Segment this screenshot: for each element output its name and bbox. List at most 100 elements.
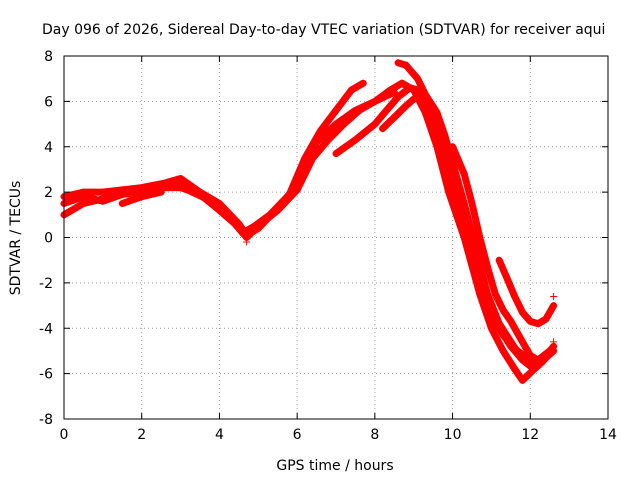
data-point: [421, 94, 429, 102]
data-point: [340, 120, 348, 128]
data-point: [511, 292, 519, 300]
data-point: [384, 119, 392, 127]
data-point: [293, 186, 301, 194]
data-point: [379, 125, 387, 133]
x-tick-label: 14: [599, 427, 617, 443]
data-point: [425, 97, 433, 105]
data-point: [309, 154, 317, 162]
data-point: [526, 351, 534, 359]
data-point: [414, 93, 422, 101]
data-point: [157, 188, 165, 196]
data-point: [414, 75, 422, 83]
data-point: [437, 129, 445, 137]
y-axis-label: SDTVAR / TECUs: [8, 181, 24, 296]
data-point: [460, 170, 468, 178]
y-axis: -8 -6 -4 -2 0 2 4 6 8: [39, 49, 608, 428]
data-point: [445, 188, 453, 196]
data-point: [316, 127, 324, 135]
data-point: [99, 197, 107, 205]
data-point: [456, 161, 464, 169]
data-point: [89, 195, 97, 203]
data-point: [487, 311, 495, 319]
data-point: [550, 302, 558, 310]
data-point: [301, 170, 309, 178]
data-point: [274, 206, 282, 214]
data-point: [316, 145, 324, 153]
data-point: [417, 83, 425, 91]
data-point: [324, 117, 332, 125]
data-point: [550, 338, 558, 346]
data-point: [348, 113, 356, 121]
data-point: [248, 228, 256, 236]
data-point: [324, 136, 332, 144]
data-point: [196, 190, 204, 198]
data-point: [472, 216, 480, 224]
data-point: [468, 199, 476, 207]
data-point: [519, 376, 527, 384]
data-point: [511, 365, 519, 373]
data-point: [99, 188, 107, 196]
data-point: [499, 265, 507, 273]
data-point: [550, 292, 558, 300]
data-point: [177, 175, 185, 183]
outlier-points: [243, 238, 558, 346]
x-axis: 0 2 4 6 8 10 12 14: [60, 56, 617, 443]
data-point: [390, 113, 398, 121]
data-point: [519, 338, 527, 346]
x-tick-label: 12: [521, 427, 539, 443]
series-track-c: [60, 79, 558, 384]
data-point: [534, 356, 542, 364]
data-point: [410, 85, 418, 93]
data-point: [464, 185, 472, 193]
y-tick-label: -2: [39, 276, 53, 292]
data-point: [70, 196, 78, 204]
x-tick-label: 2: [137, 427, 146, 443]
data-point: [538, 317, 546, 325]
data-point: [394, 93, 402, 101]
data-point: [414, 86, 422, 94]
data-point: [206, 198, 214, 206]
data-point: [439, 165, 447, 173]
data-point: [359, 79, 367, 87]
data-point: [482, 292, 490, 300]
data-point: [493, 336, 501, 344]
data-point: [429, 106, 437, 114]
chart-title: Day 096 of 2026, Sidereal Day-to-day VTE…: [42, 22, 605, 38]
data-point: [118, 190, 126, 198]
y-tick-label: -6: [39, 367, 53, 383]
x-axis-label: GPS time / hours: [276, 458, 393, 474]
data-point: [458, 204, 466, 212]
data-point: [379, 92, 387, 100]
data-point: [507, 283, 515, 291]
data-point: [353, 83, 361, 91]
y-tick-label: 0: [44, 231, 53, 247]
data-point: [89, 188, 97, 196]
y-tick-label: 8: [44, 49, 53, 65]
gridlines: [64, 56, 608, 419]
data-point: [138, 193, 146, 201]
data-point: [377, 113, 385, 121]
data-point: [406, 99, 414, 107]
data-point: [388, 100, 396, 108]
data-point: [231, 220, 239, 228]
data-point: [530, 354, 538, 362]
data-point: [406, 84, 414, 92]
data-point: [546, 350, 554, 358]
data-point: [515, 331, 523, 339]
data-point: [342, 143, 350, 151]
data-point: [186, 187, 194, 195]
data-point: [355, 106, 363, 114]
data-point: [332, 120, 340, 128]
data-point: [476, 234, 484, 241]
data-point: [542, 354, 550, 362]
series-track-a: [60, 79, 367, 237]
data-point: [491, 290, 499, 298]
data-point: [177, 184, 185, 192]
data-point: [433, 116, 441, 124]
data-point: [167, 184, 175, 192]
data-point: [505, 356, 513, 364]
data-point: [499, 347, 507, 355]
data-point: [402, 102, 410, 110]
data-point: [538, 355, 546, 363]
series-line: [60, 79, 367, 237]
